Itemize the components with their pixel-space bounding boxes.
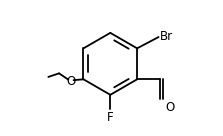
Text: O: O (165, 101, 174, 114)
Text: F: F (107, 112, 114, 124)
Text: O: O (66, 75, 76, 88)
Text: Br: Br (160, 30, 173, 43)
